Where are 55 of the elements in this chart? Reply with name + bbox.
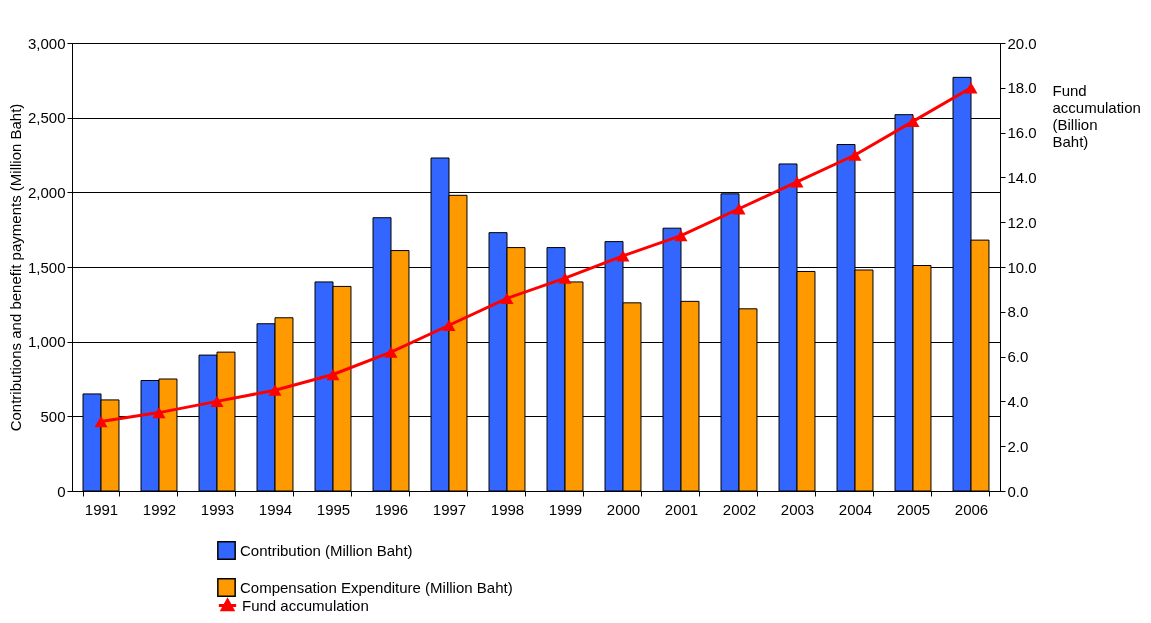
point bbox=[616, 250, 630, 262]
y-tick-label: 2,000 bbox=[27, 183, 66, 201]
point bbox=[268, 384, 282, 396]
x-tick-label: 1991 bbox=[84, 500, 119, 518]
x-tick-label: 2002 bbox=[722, 500, 757, 518]
point bbox=[384, 346, 398, 358]
point bbox=[442, 319, 456, 331]
x-tick-label: 1997 bbox=[432, 500, 467, 518]
point bbox=[326, 368, 340, 381]
y-axis-title: Contributions and benefit payments (Million Baht) bbox=[6, 103, 24, 432]
x-tick-label: 2004 bbox=[838, 500, 873, 518]
x-tick-label: 1993 bbox=[200, 500, 235, 518]
y2-axis-title: Fund accumulation (Billion Baht) bbox=[1052, 81, 1141, 150]
y2-tick-label: 16.0 bbox=[1007, 124, 1037, 142]
y2-tick-label: 12.0 bbox=[1007, 213, 1037, 231]
x-tick-label: 1999 bbox=[548, 500, 583, 518]
y2-tick-label: 6.0 bbox=[1007, 348, 1029, 366]
x-tick-label: 1994 bbox=[258, 500, 293, 518]
x-tick-label: 2006 bbox=[954, 500, 989, 518]
point bbox=[906, 115, 920, 128]
y2-tick-label: 14.0 bbox=[1007, 168, 1037, 186]
point bbox=[152, 406, 166, 419]
y2-tick-label: 10.0 bbox=[1007, 258, 1037, 276]
x-tick-label: 1996 bbox=[374, 500, 409, 518]
point bbox=[500, 292, 514, 305]
x-tick-label: 2003 bbox=[780, 500, 815, 518]
x-tick-label: 1995 bbox=[316, 500, 351, 518]
x-tick-label: 1992 bbox=[142, 500, 177, 518]
x-tick-label: 2000 bbox=[606, 500, 641, 518]
y-tick-label: 1,500 bbox=[27, 258, 66, 276]
x-tick-label: 1998 bbox=[490, 500, 525, 518]
y2-tick-label: 4.0 bbox=[1007, 392, 1029, 410]
y-tick-label: 2,500 bbox=[27, 109, 66, 127]
y-tick-label: 0 bbox=[57, 482, 66, 500]
legend-label: Contribution (Million Baht) bbox=[240, 541, 413, 559]
y-tick-label: 1,000 bbox=[27, 333, 66, 351]
point bbox=[964, 82, 978, 94]
point bbox=[732, 203, 746, 215]
point bbox=[94, 415, 108, 428]
legend-label: Compensation Expenditure (Million Baht) bbox=[240, 578, 513, 596]
point bbox=[558, 272, 572, 284]
point bbox=[848, 149, 862, 161]
legend-label: Fund accumulation bbox=[242, 596, 369, 614]
point bbox=[210, 395, 224, 408]
x-tick-label: 2001 bbox=[664, 500, 699, 518]
x-tick-label: 2005 bbox=[896, 500, 931, 518]
y-tick-label: 3,000 bbox=[27, 34, 66, 52]
y2-tick-label: 2.0 bbox=[1007, 437, 1029, 455]
y2-tick-label: 8.0 bbox=[1007, 303, 1029, 321]
y-tick-label: 500 bbox=[40, 407, 66, 425]
y2-tick-label: 18.0 bbox=[1007, 79, 1037, 97]
point bbox=[674, 229, 688, 242]
y2-tick-label: 0.0 bbox=[1007, 482, 1029, 500]
point bbox=[790, 176, 804, 188]
y2-tick-label: 20.0 bbox=[1007, 34, 1037, 52]
